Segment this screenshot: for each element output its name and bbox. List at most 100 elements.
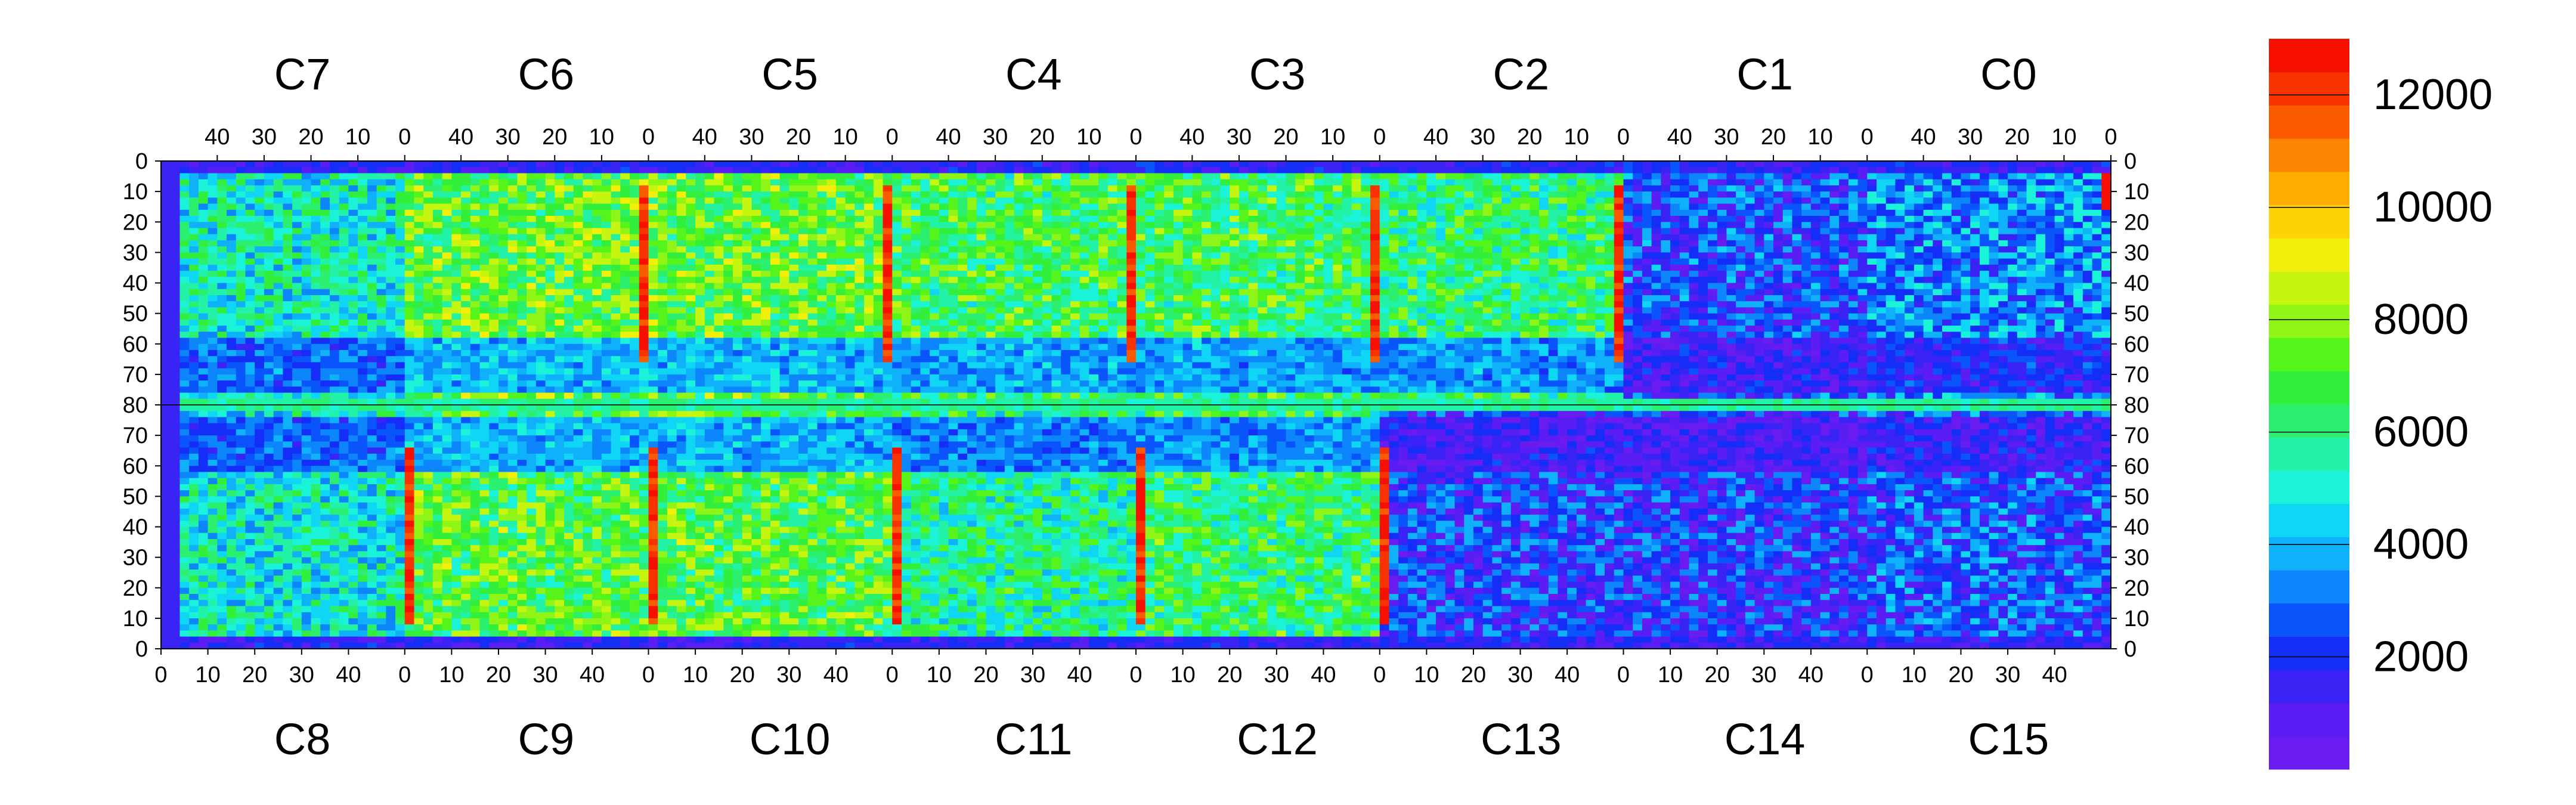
heatmap-cell xyxy=(1314,368,1324,375)
heatmap-cell xyxy=(732,185,743,192)
heatmap-cell xyxy=(367,301,377,308)
heatmap-cell xyxy=(789,271,799,277)
heatmap-cell xyxy=(189,349,199,357)
heatmap-cell xyxy=(1136,380,1146,388)
heatmap-cell xyxy=(676,197,687,205)
heatmap-cell xyxy=(826,368,837,375)
heatmap-cell xyxy=(527,307,537,314)
heatmap-cell xyxy=(329,161,340,168)
heatmap-cell xyxy=(1258,356,1268,363)
heatmap-cell xyxy=(911,343,921,351)
heatmap-cell xyxy=(1051,356,1061,363)
heatmap-cell xyxy=(770,386,781,394)
heatmap-cell xyxy=(1033,264,1043,271)
heatmap-cell xyxy=(311,167,321,174)
heatmap-cell xyxy=(1182,240,1193,247)
heatmap-cell xyxy=(695,362,705,369)
heatmap-cell xyxy=(835,313,846,320)
heatmap-cell xyxy=(1145,319,1156,326)
heatmap-cell xyxy=(1314,319,1324,326)
heatmap-cell xyxy=(723,264,733,271)
heatmap-cell xyxy=(817,240,827,247)
heatmap-cell xyxy=(432,264,443,271)
heatmap-cell xyxy=(329,264,340,271)
heatmap-cell xyxy=(1286,222,1296,229)
heatmap-cell xyxy=(283,295,293,302)
heatmap-cell xyxy=(470,368,481,375)
heatmap-cell xyxy=(798,161,809,168)
heatmap-cell xyxy=(189,264,199,271)
heatmap-cell xyxy=(630,283,640,290)
heatmap-cell xyxy=(358,283,368,290)
heatmap-cell xyxy=(386,313,396,320)
heatmap-cell xyxy=(170,167,181,174)
heatmap-cell xyxy=(236,222,246,229)
heatmap-cell xyxy=(442,258,453,265)
heatmap-cell xyxy=(920,307,930,314)
heatmap-cell xyxy=(1042,283,1052,290)
heatmap-cell xyxy=(779,264,790,271)
heatmap-cell xyxy=(817,332,827,339)
heatmap-cell xyxy=(545,197,555,205)
heatmap-cell xyxy=(995,307,1005,314)
heatmap-cell xyxy=(583,332,593,339)
heatmap-cell xyxy=(535,246,546,253)
heatmap-cell xyxy=(911,307,921,314)
heatmap-cell xyxy=(1154,343,1165,351)
heatmap-cell xyxy=(555,301,565,308)
heatmap-cell xyxy=(1210,234,1221,241)
heatmap-cell xyxy=(789,258,799,265)
heatmap-cell xyxy=(535,209,546,216)
heatmap-cell xyxy=(1079,380,1090,388)
heatmap-cell xyxy=(976,343,987,351)
heatmap-cell xyxy=(873,362,884,369)
heatmap-cell xyxy=(1314,386,1324,394)
heatmap-cell xyxy=(301,203,312,210)
heatmap-cell xyxy=(630,313,640,320)
heatmap-cell xyxy=(1126,332,1137,339)
heatmap-cell xyxy=(264,203,274,210)
heatmap-cell xyxy=(386,216,396,222)
heatmap-cell xyxy=(611,295,621,302)
heatmap-cell xyxy=(1089,362,1099,369)
heatmap-cell xyxy=(770,271,781,277)
heatmap-cell xyxy=(939,380,949,388)
heatmap-cell xyxy=(255,271,265,277)
heatmap-cell xyxy=(583,319,593,326)
heatmap-cell xyxy=(845,240,856,247)
heatmap-cell xyxy=(1239,246,1249,253)
heatmap-cell xyxy=(742,289,753,296)
heatmap-cell xyxy=(1304,179,1315,186)
heatmap-cell xyxy=(939,398,949,405)
heatmap-cell xyxy=(517,185,527,192)
heatmap-cell xyxy=(535,338,546,345)
heatmap-cell xyxy=(1154,240,1165,247)
heatmap-cell xyxy=(1202,185,1212,192)
heatmap-cell xyxy=(414,240,424,247)
heatmap-cell xyxy=(367,222,377,229)
heatmap-cell xyxy=(807,161,818,168)
heatmap-cell xyxy=(535,386,546,394)
heatmap-cell xyxy=(1304,368,1315,375)
heatmap-cell xyxy=(601,349,612,357)
heatmap-cell xyxy=(227,228,237,235)
heatmap-cell xyxy=(1014,326,1024,332)
heatmap-cell xyxy=(1117,277,1127,284)
heatmap-cell xyxy=(948,283,958,290)
heatmap-cell xyxy=(301,252,312,259)
heatmap-cell xyxy=(432,349,443,357)
heatmap-cell xyxy=(911,349,921,357)
heatmap-cell xyxy=(930,167,940,174)
heatmap-cell xyxy=(479,167,490,174)
heatmap-cell xyxy=(704,228,715,235)
heatmap-cell xyxy=(1014,161,1024,168)
heatmap-cell xyxy=(507,307,518,314)
heatmap-cell xyxy=(1004,356,1015,363)
heatmap-cell xyxy=(1314,392,1324,400)
heatmap-cell xyxy=(1042,380,1052,388)
heatmap-cell xyxy=(1239,380,1249,388)
heatmap-cell xyxy=(976,356,987,363)
heatmap-cell xyxy=(1164,240,1174,247)
heatmap-cell xyxy=(404,246,415,253)
heatmap-cell xyxy=(208,380,218,388)
